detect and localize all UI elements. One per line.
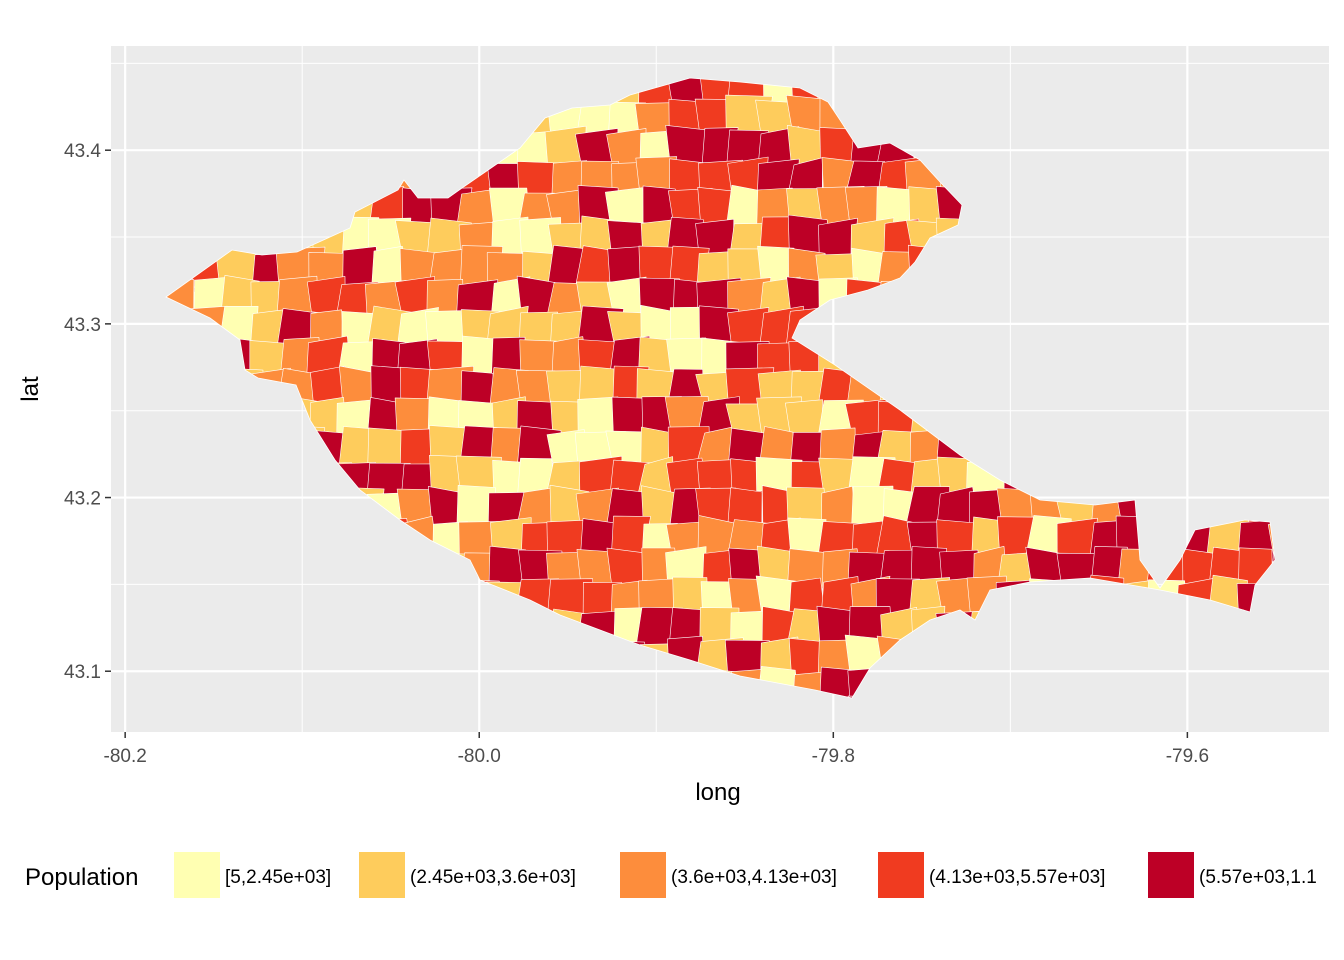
census-tract (1025, 546, 1064, 585)
legend-label: (5.57e+03,1.1 (1199, 867, 1317, 888)
y-axis-ticks: 43.1 43.2 43.3 43.4 (64, 141, 111, 683)
x-tick-label: -79.6 (1166, 746, 1209, 767)
census-tract (400, 428, 432, 469)
census-tract (1267, 518, 1275, 556)
x-tick-label: -79.8 (812, 746, 855, 767)
legend-key (878, 852, 924, 898)
legend-label: (2.45e+03,3.6e+03] (410, 867, 576, 888)
legend-key (359, 852, 405, 898)
legend-key (620, 852, 666, 898)
legend-title: Population (25, 864, 138, 891)
x-axis-title: long (695, 779, 740, 806)
region-border (165, 77, 1276, 699)
legend: Population [5,2.45e+03] (2.45e+03,3.6e+03… (25, 852, 1317, 898)
legend-label: (3.6e+03,4.13e+03] (671, 867, 837, 888)
legend-key (174, 852, 220, 898)
x-axis-ticks: -80.2 -80.0 -79.8 -79.6 (104, 732, 1209, 767)
x-tick-label: -80.2 (104, 746, 147, 767)
y-tick-label: 43.4 (64, 141, 101, 162)
legend-key (1148, 852, 1194, 898)
x-tick-label: -80.0 (458, 746, 501, 767)
legend-label: [5,2.45e+03] (225, 867, 331, 888)
y-tick-label: 43.3 (64, 315, 101, 336)
y-axis-title: lat (17, 376, 44, 402)
y-tick-label: 43.1 (64, 662, 101, 683)
y-tick-label: 43.2 (64, 489, 101, 510)
legend-label: (4.13e+03,5.57e+03] (929, 867, 1105, 888)
